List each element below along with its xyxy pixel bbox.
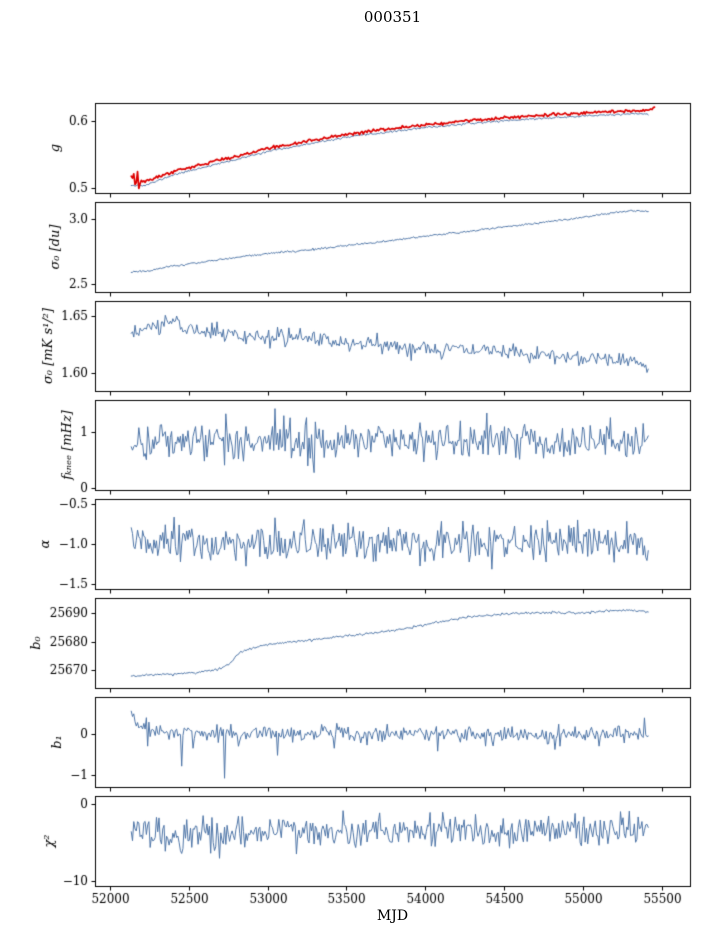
x-axis-label: MJD [376,908,409,924]
figure-title: 000351 [363,8,422,26]
